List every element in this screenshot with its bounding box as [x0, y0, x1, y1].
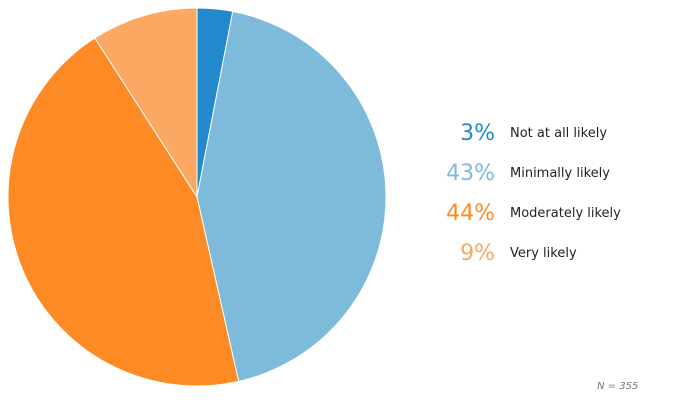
pie-slice-minimally-likely: [196, 10, 387, 382]
legend-percent-very-likely: 9%: [460, 241, 495, 266]
legend-percent-minimally-likely: 43%: [446, 161, 495, 186]
legend-label-very-likely: Very likely: [510, 246, 577, 261]
legend-percent-not-at-all-likely: 3%: [460, 121, 495, 146]
legend-label-not-at-all-likely: Not at all likely: [510, 126, 608, 141]
sample-size-note: N = 355: [597, 381, 639, 392]
pie-slice-very-likely: [94, 7, 198, 199]
pie-plot: [7, 7, 387, 387]
legend-label-minimally-likely: Minimally likely: [510, 166, 610, 181]
legend-item: 43% Minimally likely: [440, 154, 670, 194]
legend-percent-moderately-likely: 44%: [446, 201, 495, 226]
legend: 3% Not at all likely 43% Minimally likel…: [440, 114, 670, 274]
legend-label-moderately-likely: Moderately likely: [510, 206, 621, 221]
legend-item: 44% Moderately likely: [440, 194, 670, 234]
legend-item: 3% Not at all likely: [440, 114, 670, 154]
legend-item: 9% Very likely: [440, 234, 670, 274]
pie-slice-moderately-likely: [7, 37, 240, 387]
